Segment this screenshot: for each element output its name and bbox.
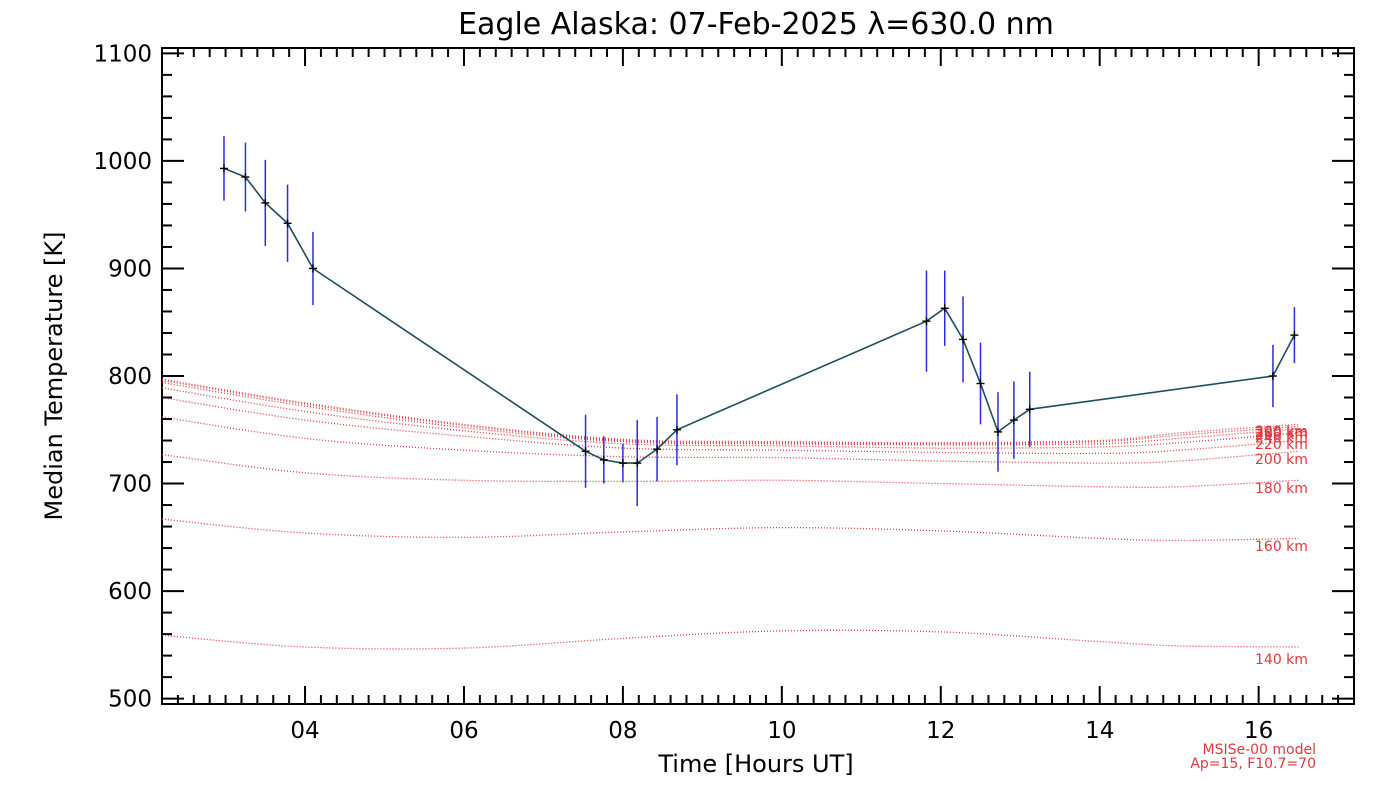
y-tick-label: 800	[108, 364, 152, 390]
plot-frame	[161, 47, 1355, 705]
data-point	[653, 445, 662, 454]
data-point	[618, 459, 627, 468]
data-point	[940, 304, 949, 313]
measured-series	[219, 136, 1299, 507]
model-curve	[161, 379, 1299, 445]
altitude-label: 200 km	[1255, 452, 1308, 468]
model-params-note: Ap=15, F10.7=70	[1190, 756, 1316, 772]
y-tick-label: 900	[108, 256, 152, 282]
chart-title: Eagle Alaska: 07-Feb-2025 λ=630.0 nm	[458, 7, 1054, 42]
model-name-note: MSISe-00 model	[1202, 742, 1316, 758]
data-point	[1009, 416, 1018, 425]
altitude-label: 220 km	[1255, 437, 1308, 453]
data-point	[633, 459, 642, 468]
data-point	[599, 455, 608, 464]
altitude-label: 240 km	[1255, 430, 1308, 446]
y-tick-label: 1000	[93, 149, 152, 175]
data-point	[219, 164, 228, 173]
x-tick-label: 12	[926, 718, 955, 744]
data-point	[581, 447, 590, 456]
data-point	[993, 427, 1002, 436]
y-tick-label: 600	[108, 579, 152, 605]
axis-ticks: 500 600 700 800 900 1000 1100 04 06 08 10 12 14 16	[93, 41, 1355, 744]
data-point	[1025, 405, 1034, 414]
data-point	[261, 198, 270, 207]
model-curve	[161, 381, 1299, 446]
x-tick-label: 16	[1244, 718, 1273, 744]
x-tick-label: 04	[290, 718, 319, 744]
series-line	[223, 167, 1296, 464]
data-point	[922, 317, 931, 326]
altitude-label: 140 km	[1255, 652, 1308, 668]
altitude-label: 280 km	[1255, 425, 1308, 441]
data-point	[672, 425, 681, 434]
model-curve	[161, 396, 1299, 455]
model-curve	[161, 453, 1299, 489]
altitude-label: 180 km	[1255, 481, 1308, 497]
altitude-label: 260 km	[1255, 427, 1308, 443]
x-tick-label: 10	[767, 718, 796, 744]
data-point	[241, 173, 250, 182]
y-tick-label: 1100	[93, 41, 152, 67]
y-tick-label: 700	[108, 472, 152, 498]
model-curve	[161, 518, 1299, 542]
x-tick-label: 08	[608, 718, 637, 744]
data-point	[959, 335, 968, 344]
x-axis-label: Time [Hours UT]	[657, 750, 853, 778]
data-point	[1268, 372, 1277, 380]
data-point	[308, 264, 317, 273]
data-point	[283, 219, 292, 228]
model-curve	[161, 629, 1299, 650]
x-tick-label: 06	[449, 718, 478, 744]
altitude-label: 160 km	[1255, 539, 1308, 555]
model-curve	[161, 378, 1299, 444]
data-point	[1290, 331, 1299, 340]
x-tick-label: 14	[1085, 718, 1114, 744]
y-tick-label: 500	[108, 687, 152, 713]
data-point	[976, 379, 985, 388]
y-axis-label: Median Temperature [K]	[40, 231, 68, 520]
model-curve	[161, 387, 1299, 449]
model-curve	[161, 416, 1299, 464]
altitude-label: 300 km	[1255, 424, 1308, 440]
